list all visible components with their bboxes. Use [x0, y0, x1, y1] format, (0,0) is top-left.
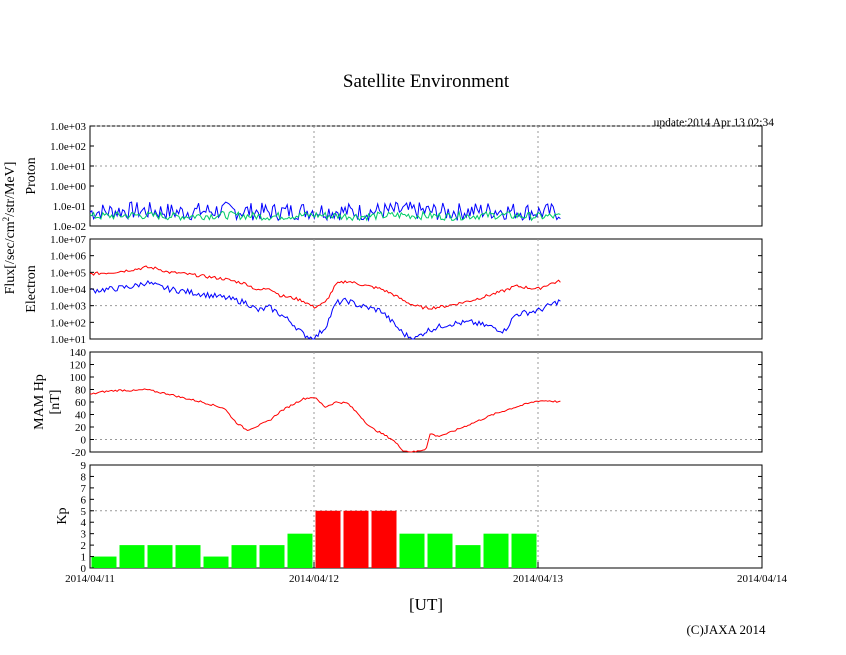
x-tick-label: 2014/04/13	[513, 573, 564, 585]
y-tick-label: 1.0e+04	[50, 284, 86, 296]
electron-panel-frame	[89, 238, 763, 340]
y-tick-label: 7	[81, 483, 87, 495]
y-tick-label: 5	[81, 506, 87, 518]
electron-ylabel: Electron	[24, 265, 39, 312]
flux-label-suffix: /str/MeV]	[3, 162, 18, 217]
y-tick-label: 6	[81, 494, 87, 506]
electron-red-line	[89, 265, 561, 310]
flux-label-main: Flux[/sec/cm	[3, 221, 18, 294]
y-tick-label: 0	[81, 563, 87, 575]
kp-bar	[259, 545, 285, 568]
mam-unit-label: [nT]	[48, 390, 63, 415]
proton-blue-line	[89, 201, 561, 222]
chart-title: Satellite Environment	[343, 71, 510, 92]
kp-bar	[511, 533, 537, 568]
y-tick-label: 1.0e+07	[50, 234, 86, 246]
y-tick-label: 1.0e+01	[50, 334, 86, 346]
y-tick-label: -20	[71, 447, 86, 459]
electron-blue-line	[89, 279, 561, 340]
y-tick-label: 4	[81, 517, 87, 529]
y-tick-label: 1	[81, 552, 87, 564]
y-tick-label: 1.0e-01	[53, 201, 86, 213]
y-tick-label: 100	[70, 372, 87, 384]
y-tick-label: 0	[81, 435, 87, 447]
kp-bar	[175, 545, 201, 568]
kp-bar	[343, 510, 369, 568]
y-tick-label: 40	[75, 410, 87, 422]
kp-bar	[455, 545, 481, 568]
kp-bar	[147, 545, 173, 568]
kp-bar	[315, 510, 341, 568]
kp-bar	[203, 556, 229, 568]
y-tick-label: 20	[75, 422, 87, 434]
kp-bar	[427, 533, 453, 568]
flux-label-sup: 2	[1, 217, 11, 222]
kp-bar	[231, 545, 257, 568]
y-tick-label: 1.0e+03	[50, 121, 86, 133]
y-tick-label: 8	[81, 471, 87, 483]
y-tick-label: 80	[75, 385, 87, 397]
y-tick-label: 1.0e+02	[50, 141, 86, 153]
y-tick-label: 1.0e+06	[50, 251, 86, 263]
x-axis-label: [UT]	[409, 595, 443, 614]
y-tick-label: 1.0e+00	[50, 181, 86, 193]
flux-axis-label: Flux[/sec/cm2/str/MeV]	[1, 162, 18, 295]
tick-layer: 2014/04/11 2014/04/12 2014/04/13 2014/04/14…	[50, 121, 787, 585]
kp-bar	[287, 533, 313, 568]
data-layer	[89, 201, 561, 568]
x-tick-label: 2014/04/12	[289, 573, 339, 585]
proton-green-line	[89, 210, 561, 222]
y-tick-label: 1.0e-02	[53, 221, 86, 233]
y-tick-label: 1.0e+01	[50, 161, 86, 173]
y-tick-label: 1.0e+02	[50, 317, 86, 329]
x-tick-label: 2014/04/11	[65, 573, 115, 585]
y-tick-label: 120	[70, 360, 87, 372]
kp-bar	[91, 556, 117, 568]
kp-panel-frame	[89, 464, 763, 569]
mam-ylabel: MAM Hp	[32, 374, 47, 430]
kp-bar	[483, 533, 509, 568]
y-tick-label: 2	[81, 540, 87, 552]
mam-panel-frame	[89, 351, 763, 453]
kp-bar	[119, 545, 145, 568]
update-timestamp: update:2014 Apr 13 02:34	[654, 117, 775, 129]
copyright: (C)JAXA 2014	[686, 622, 766, 637]
x-tick-label: 2014/04/14	[737, 573, 788, 585]
kp-ylabel: Kp	[55, 507, 70, 524]
y-tick-label: 3	[81, 529, 87, 541]
mam-red-line	[89, 388, 561, 453]
proton-panel-frame	[89, 125, 763, 227]
y-tick-label: 60	[75, 397, 87, 409]
y-tick-label: 1.0e+03	[50, 301, 86, 313]
kp-bar	[371, 510, 397, 568]
y-tick-label: 9	[81, 460, 87, 472]
y-tick-label: 140	[70, 347, 87, 359]
grid-layer	[90, 125, 762, 568]
kp-bar	[399, 533, 425, 568]
y-tick-label: 1.0e+05	[50, 267, 86, 279]
proton-ylabel: Proton	[24, 157, 39, 194]
